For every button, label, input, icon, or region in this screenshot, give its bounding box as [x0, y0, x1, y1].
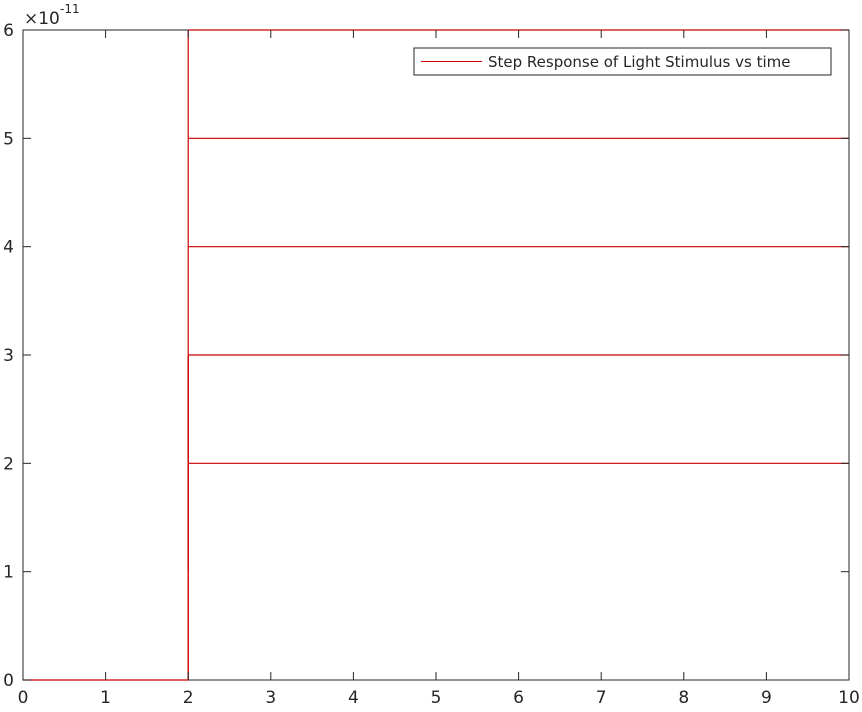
y-tick-label: 5 [3, 129, 14, 149]
y-scale-factor: ×10 -11 [24, 2, 80, 29]
legend-box [413, 47, 832, 76]
y-tick-label: 1 [3, 563, 14, 583]
y-scale-factor-base: ×10 [24, 9, 60, 29]
y-tick-label: 0 [3, 671, 14, 691]
y-tick-label: 2 [3, 454, 14, 474]
x-tick-label: 4 [348, 688, 359, 708]
y-tick-label: 4 [3, 238, 14, 258]
y-tick-label: 3 [3, 346, 14, 366]
y-scale-factor-exponent: -11 [60, 2, 80, 16]
tick-layer: 0 1 2 3 4 5 6 7 8 9 10 0 1 2 3 4 5 6 [3, 21, 860, 708]
y-tick-label: 6 [3, 21, 14, 41]
x-tick-label: 8 [678, 688, 689, 708]
legend-entry-label: Step Response of Light Stimulus vs time [488, 53, 790, 71]
x-tick-label: 9 [761, 688, 772, 708]
x-tick-label: 1 [100, 688, 111, 708]
x-tick-label: 5 [431, 688, 442, 708]
x-tick-label: 3 [265, 688, 276, 708]
x-tick-label: 6 [513, 688, 524, 708]
x-tick-label: 2 [183, 688, 194, 708]
x-tick-label: 10 [838, 688, 860, 708]
x-tick-label: 0 [18, 688, 29, 708]
legend: Step Response of Light Stimulus vs time [413, 47, 832, 76]
x-tick-label: 7 [596, 688, 607, 708]
